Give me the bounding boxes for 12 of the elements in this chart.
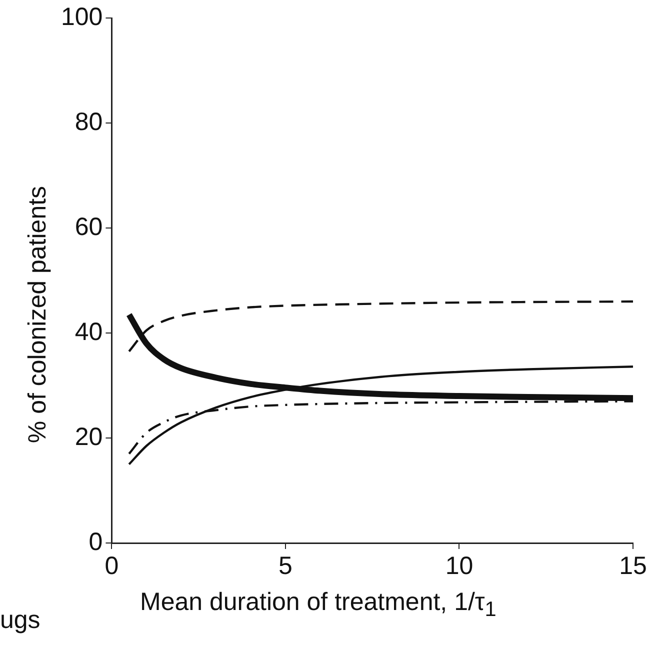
y-tick-label: 100 xyxy=(60,2,103,31)
x-tick-label: 5 xyxy=(278,552,292,580)
y-tick-label: 20 xyxy=(74,422,103,451)
y-tick-label: 0 xyxy=(88,528,103,556)
x-tick-label: 10 xyxy=(445,552,474,580)
y-tick-label: 60 xyxy=(74,212,103,241)
text: ugs xyxy=(0,606,40,635)
y-tick-label: 40 xyxy=(74,318,103,346)
y-axis-title: % of colonized patients xyxy=(24,184,52,446)
y-tick-label: 80 xyxy=(74,108,103,136)
x-tick-label: 15 xyxy=(619,552,647,580)
x-axis-title: Mean duration of treatment, 1/τ$_{1}$ xyxy=(140,588,496,622)
